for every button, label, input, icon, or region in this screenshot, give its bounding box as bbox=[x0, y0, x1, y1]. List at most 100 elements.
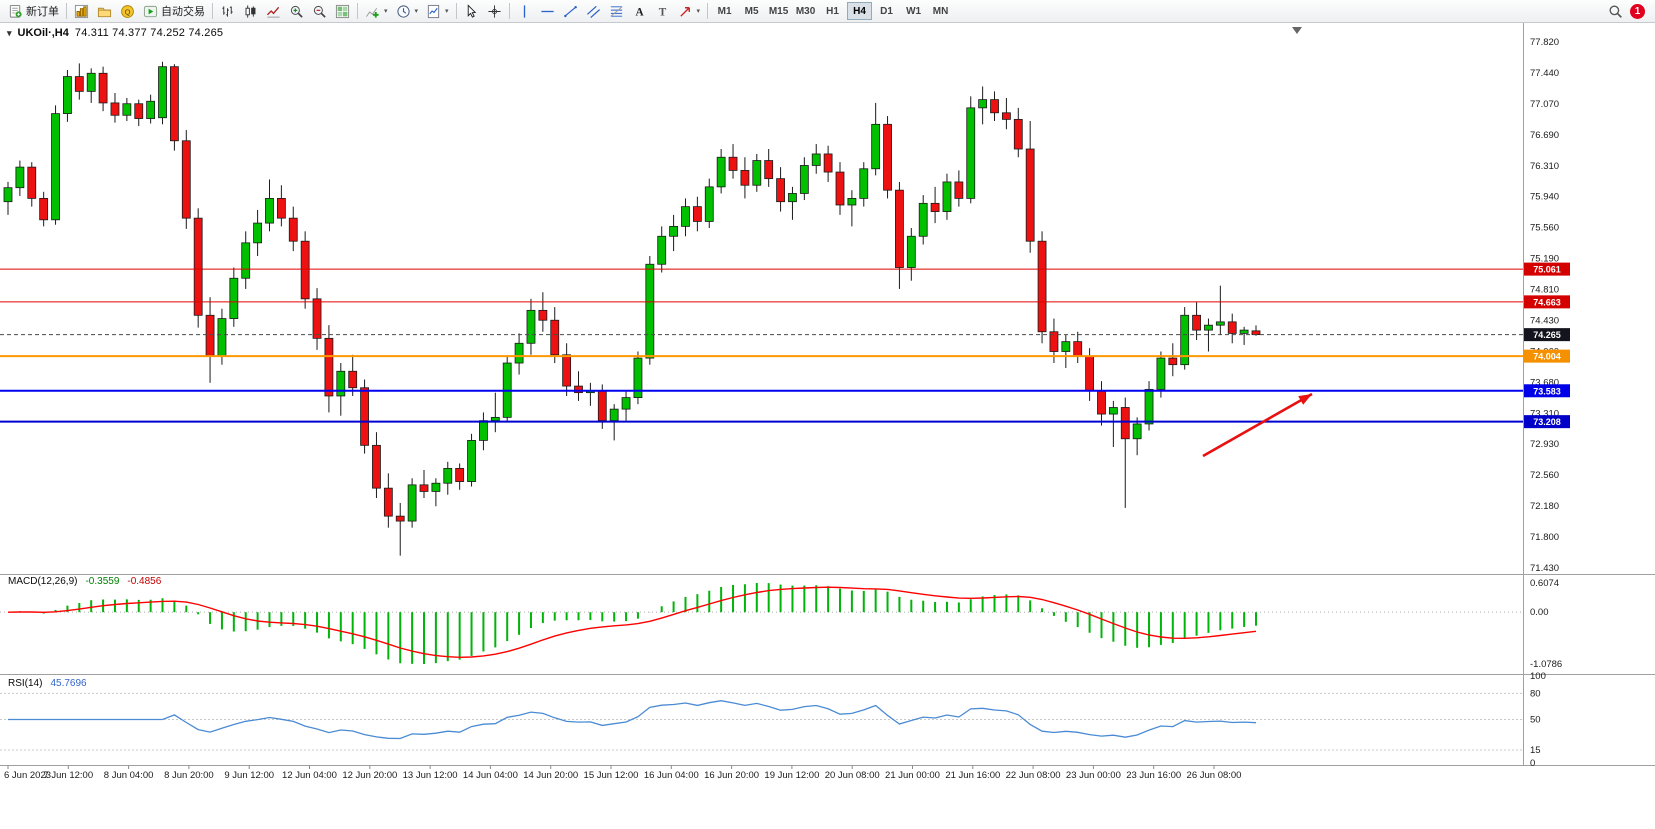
candle bbox=[312, 298, 322, 339]
rsi-axis-label: 15 bbox=[1530, 745, 1541, 756]
price-axis-label: 75.940 bbox=[1530, 192, 1559, 203]
zoom-in-button[interactable] bbox=[285, 1, 308, 21]
candle bbox=[930, 202, 940, 212]
text-label-button[interactable]: T bbox=[651, 1, 674, 21]
periods-button[interactable]: ▾ bbox=[392, 1, 423, 21]
dropdown-caret-icon: ▾ bbox=[696, 8, 701, 15]
candle bbox=[51, 113, 60, 221]
time-axis-label: 8 Jun 04:00 bbox=[104, 770, 154, 781]
dropdown-caret-icon: ▾ bbox=[414, 8, 419, 15]
rsi-axis-label: 0 bbox=[1530, 758, 1535, 769]
candle bbox=[811, 153, 821, 166]
candle bbox=[514, 342, 524, 364]
price-axis-label: 77.070 bbox=[1530, 99, 1559, 110]
candle bbox=[704, 186, 714, 222]
timeframes-group: M1 M5 M15 M30 H1 H4 D1 W1 MN bbox=[711, 2, 954, 20]
time-axis-label: 23 Jun 16:00 bbox=[1126, 770, 1181, 781]
timeframe-m15-button[interactable]: M15 bbox=[766, 2, 791, 20]
time-axis-label: 7 Jun 12:00 bbox=[43, 770, 93, 781]
new-order-icon bbox=[8, 4, 23, 19]
horizontal-line-icon bbox=[540, 4, 555, 19]
candle bbox=[562, 354, 572, 387]
channel-button[interactable] bbox=[582, 1, 605, 21]
cursor-button[interactable] bbox=[460, 1, 483, 21]
chart-canvas[interactable]: 77.820 77.440 77.070 76.690 76.310 75.940 75.5… bbox=[0, 23, 1655, 829]
candlestick-button[interactable] bbox=[239, 1, 262, 21]
price-level-tag bbox=[1524, 349, 1570, 363]
candle bbox=[692, 206, 702, 222]
candle bbox=[978, 99, 988, 109]
profiles-button[interactable] bbox=[93, 1, 116, 21]
time-axis-label: 23 Jun 00:00 bbox=[1066, 770, 1121, 781]
candle bbox=[740, 170, 750, 186]
price-axis-label: 72.180 bbox=[1530, 501, 1559, 512]
price-level-lines bbox=[0, 268, 1523, 423]
macd-panel[interactable]: 0.6074 0.00 -1.0786 bbox=[0, 578, 1562, 670]
timeframe-w1-button[interactable]: W1 bbox=[901, 2, 926, 20]
price-axis-label: 75.560 bbox=[1530, 223, 1559, 234]
timeframe-mn-button[interactable]: MN bbox=[928, 2, 953, 20]
autotrading-button[interactable]: 自动交易 bbox=[139, 1, 209, 21]
candle bbox=[467, 440, 476, 482]
svg-text:Q: Q bbox=[125, 7, 131, 16]
timeframe-m5-button[interactable]: M5 bbox=[739, 2, 764, 20]
price-axis-label: 72.930 bbox=[1530, 439, 1559, 450]
new-chart-button[interactable] bbox=[70, 1, 93, 21]
zoom-out-button[interactable] bbox=[308, 1, 331, 21]
candle bbox=[39, 198, 49, 221]
macd-axis-label: 0.6074 bbox=[1530, 578, 1559, 589]
new-order-label: 新订单 bbox=[26, 6, 59, 18]
tile-windows-button[interactable] bbox=[331, 1, 354, 21]
ohlc-bars-button[interactable] bbox=[216, 1, 239, 21]
search-button[interactable] bbox=[1604, 1, 1627, 21]
timeframe-m1-button[interactable]: M1 bbox=[712, 2, 737, 20]
candle bbox=[1215, 321, 1225, 326]
candle bbox=[776, 178, 785, 203]
horizontal-line-button[interactable] bbox=[536, 1, 559, 21]
candle bbox=[110, 102, 120, 116]
arrow-objects-button[interactable]: ▾ bbox=[674, 1, 705, 21]
rsi-panel[interactable]: 100 80 50 15 0 bbox=[0, 671, 1546, 769]
indicators-button[interactable]: ▾ bbox=[361, 1, 392, 21]
text-button[interactable]: A bbox=[628, 1, 651, 21]
price-axis-label: 76.310 bbox=[1530, 161, 1559, 172]
svg-text:74.663: 74.663 bbox=[1533, 297, 1561, 307]
toolbar-separator bbox=[212, 3, 213, 19]
candle bbox=[1180, 314, 1190, 366]
candle bbox=[383, 487, 393, 517]
candle bbox=[954, 181, 964, 199]
svg-text:A: A bbox=[635, 6, 644, 18]
chart-window: 77.820 77.440 77.070 76.690 76.310 75.940 75.5… bbox=[0, 23, 1655, 829]
candle bbox=[134, 103, 144, 119]
vertical-line-button[interactable] bbox=[513, 1, 536, 21]
toolbar-separator bbox=[357, 3, 358, 19]
zoom-in-icon bbox=[289, 4, 304, 19]
candle bbox=[181, 140, 191, 219]
crosshair-button[interactable] bbox=[483, 1, 506, 21]
timeframe-m30-button[interactable]: M30 bbox=[793, 2, 818, 20]
trendline-button[interactable] bbox=[559, 1, 582, 21]
toolbar-separator bbox=[707, 3, 709, 19]
candle bbox=[681, 206, 690, 227]
mql-community-button[interactable]: Q bbox=[116, 1, 139, 21]
candles-layer bbox=[3, 61, 1261, 556]
notification-badge[interactable]: 1 bbox=[1630, 3, 1645, 19]
candle bbox=[265, 198, 274, 224]
timeframe-d1-button[interactable]: D1 bbox=[874, 2, 899, 20]
candle bbox=[193, 217, 203, 316]
new-order-button[interactable]: 新订单 bbox=[4, 1, 63, 21]
templates-button[interactable]: ▾ bbox=[422, 1, 453, 21]
candle bbox=[1239, 329, 1249, 334]
timeframe-h4-button[interactable]: H4 bbox=[847, 2, 873, 20]
fibonacci-button[interactable] bbox=[605, 1, 628, 21]
trend-arrow-annotation[interactable] bbox=[1202, 392, 1313, 458]
time-axis-label: 13 Jun 12:00 bbox=[403, 770, 458, 781]
candle bbox=[906, 235, 916, 268]
candle bbox=[1049, 331, 1059, 352]
candle bbox=[942, 181, 952, 212]
timeframe-h1-button[interactable]: H1 bbox=[820, 2, 845, 20]
line-chart-button[interactable] bbox=[262, 1, 285, 21]
autotrading-icon bbox=[143, 4, 158, 19]
